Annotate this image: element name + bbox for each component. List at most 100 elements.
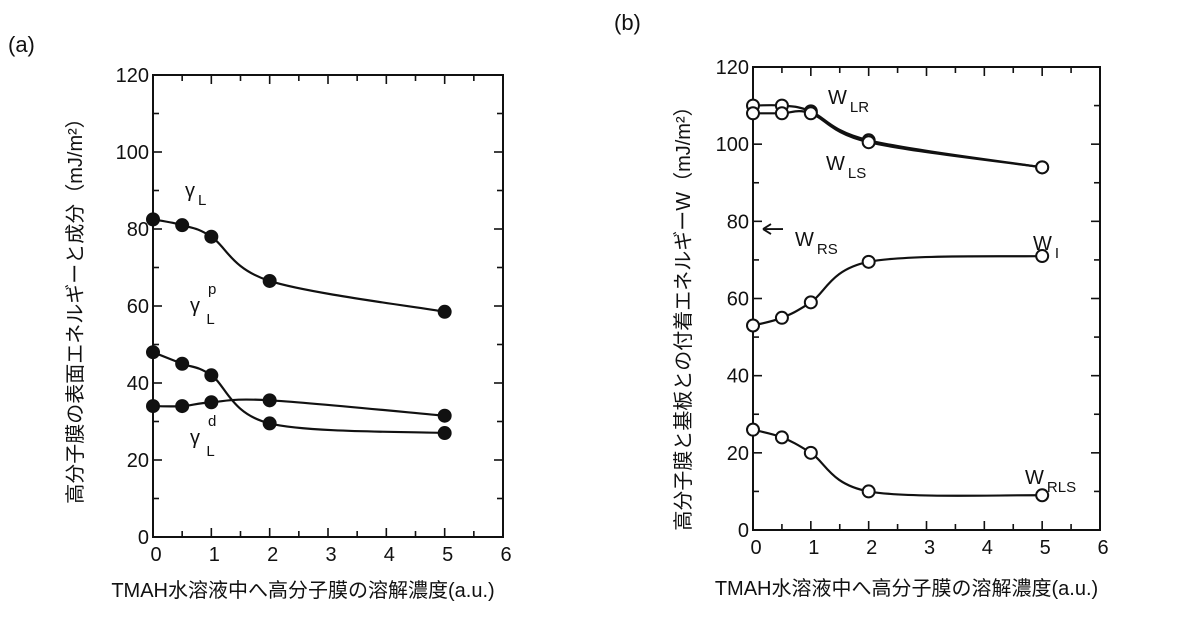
data-point <box>803 295 818 310</box>
data-point <box>1035 249 1050 264</box>
series-label: γp L <box>190 281 216 328</box>
y-tick-label: 40 <box>127 373 149 395</box>
series-line <box>152 398 445 417</box>
label-base: W <box>795 229 814 251</box>
data-point <box>262 273 277 288</box>
data-point <box>204 368 219 383</box>
y-tick-label: 60 <box>727 289 749 311</box>
data-point <box>774 310 789 325</box>
x-tick-label: 6 <box>500 544 511 566</box>
x-tick-label: 6 <box>1097 537 1108 559</box>
label-base: W <box>828 87 847 109</box>
label-sup: p <box>208 281 216 298</box>
series-label: W LR <box>828 87 869 116</box>
label-sub: L <box>206 443 214 460</box>
data-point <box>262 416 277 431</box>
label-sub: L <box>206 311 214 328</box>
x-tick-label: 2 <box>866 537 877 559</box>
data-point <box>146 212 160 227</box>
label-sub: RLS <box>1047 479 1076 496</box>
x-tick-label: 5 <box>1040 537 1051 559</box>
series-label: γd L <box>190 413 216 460</box>
y-tick-label: 100 <box>716 134 749 156</box>
arrow-left-icon <box>762 223 772 235</box>
series-label: W RLS <box>1025 467 1076 496</box>
annotation: W RS <box>762 223 838 258</box>
label-sub: L <box>198 192 206 209</box>
data-point <box>861 135 876 150</box>
x-tick-label: 1 <box>808 537 819 559</box>
y-tick-label: 20 <box>727 443 749 465</box>
data-point <box>437 408 452 423</box>
data-point <box>746 422 760 437</box>
data-point <box>146 399 160 414</box>
data-point <box>146 345 160 360</box>
data-point <box>774 106 789 121</box>
label-sup: d <box>208 413 216 430</box>
data-point <box>803 106 818 121</box>
series-line <box>752 428 1043 497</box>
label-base: W <box>1033 233 1052 255</box>
data-point <box>1035 160 1050 175</box>
x-tick-label: 3 <box>924 537 935 559</box>
series-line <box>752 254 1043 327</box>
series-line <box>753 110 1043 169</box>
data-point <box>1035 488 1050 503</box>
series-label: W LS <box>826 153 866 182</box>
data-point <box>262 393 277 408</box>
data-point <box>175 399 190 414</box>
label-base: γ <box>185 180 195 202</box>
data-point <box>803 445 818 460</box>
label-sub: LR <box>850 99 869 116</box>
y-tick-label: 0 <box>738 520 749 542</box>
panel-label: (b) <box>614 10 641 35</box>
y-axis-title: 高分子膜の表面エネルギーと成分（mJ/m²） <box>64 108 87 504</box>
data-point <box>437 426 452 441</box>
y-tick-label: 100 <box>116 142 149 164</box>
data-point <box>204 395 219 410</box>
label-base: γ <box>190 295 200 317</box>
x-tick-label: 5 <box>442 544 453 566</box>
y-tick-label: 80 <box>127 219 149 241</box>
series-line <box>752 104 1043 169</box>
series-γLd: γd L <box>146 393 452 460</box>
chart-b: (b) 0 20 40 60 80 100 120 0 1 2 3 4 5 6 TMAH水溶液中へ高分子膜の溶… <box>614 10 1109 600</box>
data-point <box>774 430 789 445</box>
x-tick-label: 4 <box>384 544 395 566</box>
y-tick-label: 40 <box>727 366 749 388</box>
data-point <box>175 356 190 371</box>
x-tick-label: 4 <box>982 537 993 559</box>
label-base: W <box>1025 467 1044 489</box>
y-axis-title: 高分子膜と基板との付着エネルギーW（mJ/m²） <box>672 96 695 530</box>
data-point <box>746 318 760 333</box>
data-point <box>746 106 760 121</box>
y-tick-label: 120 <box>716 57 749 79</box>
annotation-label: W RS <box>795 229 838 258</box>
label-sub: LS <box>848 165 866 182</box>
data-point <box>175 218 190 233</box>
series-WLS: W LS <box>746 106 1050 182</box>
data-point <box>437 304 452 319</box>
label-sub: RS <box>817 241 838 258</box>
x-axis-title: TMAH水溶液中へ高分子膜の溶解濃度(a.u.) <box>111 579 494 602</box>
data-point <box>861 254 876 269</box>
x-axis-title: TMAH水溶液中へ高分子膜の溶解濃度(a.u.) <box>715 577 1098 600</box>
data-point <box>861 484 876 499</box>
series-WRLS: W RLS <box>746 422 1076 503</box>
data-point <box>204 229 219 244</box>
y-tick-label: 20 <box>127 450 149 472</box>
series-line <box>152 351 445 435</box>
panel-label: (a) <box>8 32 35 57</box>
chart-a: (a) 0 20 40 60 80 100 120 0 1 2 3 4 5 6 TMAH水溶液中へ高分子膜の溶… <box>8 32 512 602</box>
y-tick-label: 120 <box>116 65 149 87</box>
x-tick-label: 1 <box>209 544 220 566</box>
plot-frame <box>152 74 504 538</box>
x-tick-label: 2 <box>267 544 278 566</box>
series-γLp: γp L <box>146 281 452 441</box>
y-tick-label: 80 <box>727 211 749 233</box>
x-tick-label: 3 <box>325 544 336 566</box>
